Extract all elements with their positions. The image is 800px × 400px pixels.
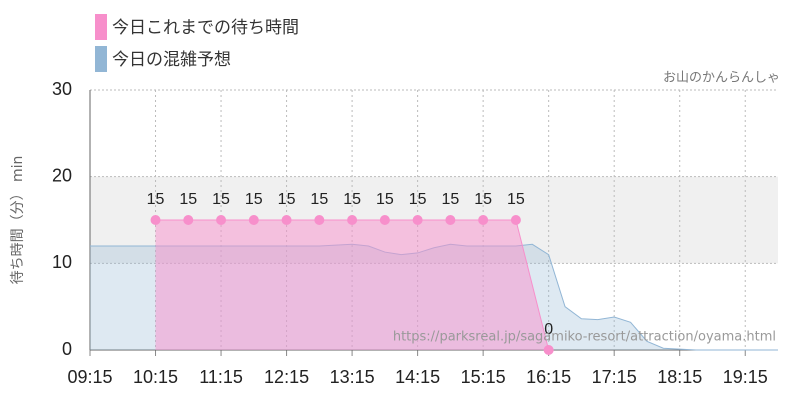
- point: [281, 215, 292, 225]
- point: [543, 345, 554, 355]
- x-tick-label: 13:15: [330, 367, 375, 387]
- value-label: 15: [409, 191, 427, 208]
- x-tick-label: 14:15: [395, 367, 440, 387]
- value-label: 15: [212, 191, 230, 208]
- source-url: https://parksreal.jp/sagamiko-resort/att…: [393, 330, 776, 345]
- point: [445, 215, 456, 225]
- value-label: 15: [376, 191, 394, 208]
- x-tick-label: 18:15: [657, 367, 702, 387]
- point: [150, 215, 161, 225]
- x-tick-label: 11:15: [199, 367, 243, 387]
- point: [314, 215, 325, 225]
- point: [183, 215, 194, 225]
- y-axis-label: 待ち時間（分） min: [10, 156, 26, 285]
- point: [478, 215, 489, 225]
- legend-swatch: [95, 14, 107, 40]
- x-tick-label: 15:15: [461, 367, 506, 387]
- legend-swatch: [95, 46, 107, 72]
- y-tick-label: 0: [62, 339, 72, 359]
- value-label: 15: [179, 191, 197, 208]
- x-tick-label: 10:15: [133, 367, 178, 387]
- point: [248, 215, 259, 225]
- point: [412, 215, 423, 225]
- point: [379, 215, 390, 225]
- y-tick-label: 10: [52, 252, 72, 272]
- x-tick-label: 16:15: [526, 367, 571, 387]
- value-label: 15: [441, 191, 459, 208]
- point: [347, 215, 358, 225]
- value-label: 15: [147, 191, 165, 208]
- value-label: 15: [474, 191, 492, 208]
- legend-label: 今日の混雑予想: [112, 50, 231, 70]
- legend-label: 今日これまでの待ち時間: [112, 18, 299, 38]
- y-tick-label: 20: [52, 165, 72, 185]
- point: [510, 215, 521, 225]
- value-label: 15: [278, 191, 296, 208]
- watermark: お山のかんらんしゃ: [663, 71, 780, 86]
- value-label: 15: [245, 191, 263, 208]
- value-label: 0: [544, 321, 553, 338]
- x-tick-label: 17:15: [592, 367, 637, 387]
- y-tick-label: 30: [52, 79, 72, 99]
- x-tick-label: 12:15: [264, 367, 309, 387]
- x-tick-label: 19:15: [723, 367, 768, 387]
- value-label: 15: [507, 191, 525, 208]
- value-label: 15: [343, 191, 361, 208]
- point: [216, 215, 227, 225]
- x-tick-label: 09:15: [67, 367, 112, 387]
- area-fill: [155, 220, 549, 350]
- value-label: 15: [310, 191, 328, 208]
